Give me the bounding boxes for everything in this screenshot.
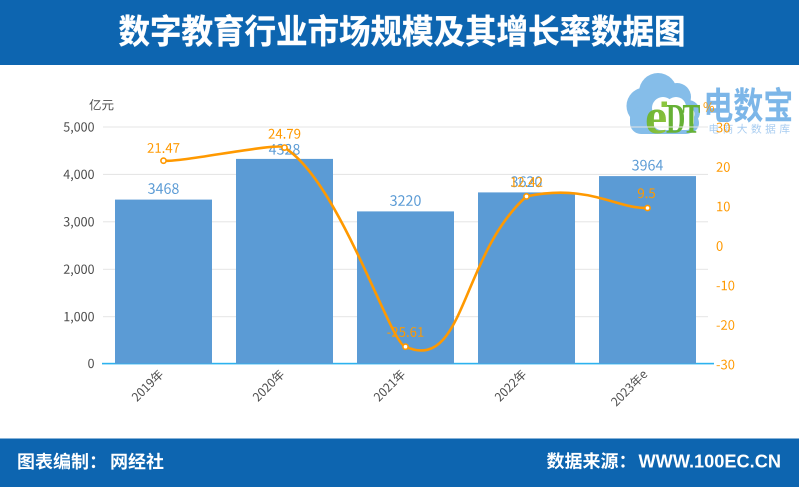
svg-text:WWW.100EC.CN: WWW.100EC.CN	[639, 452, 781, 472]
svg-text:T: T	[683, 95, 701, 143]
svg-text:D: D	[666, 95, 685, 143]
svg-text:e: e	[645, 88, 667, 144]
